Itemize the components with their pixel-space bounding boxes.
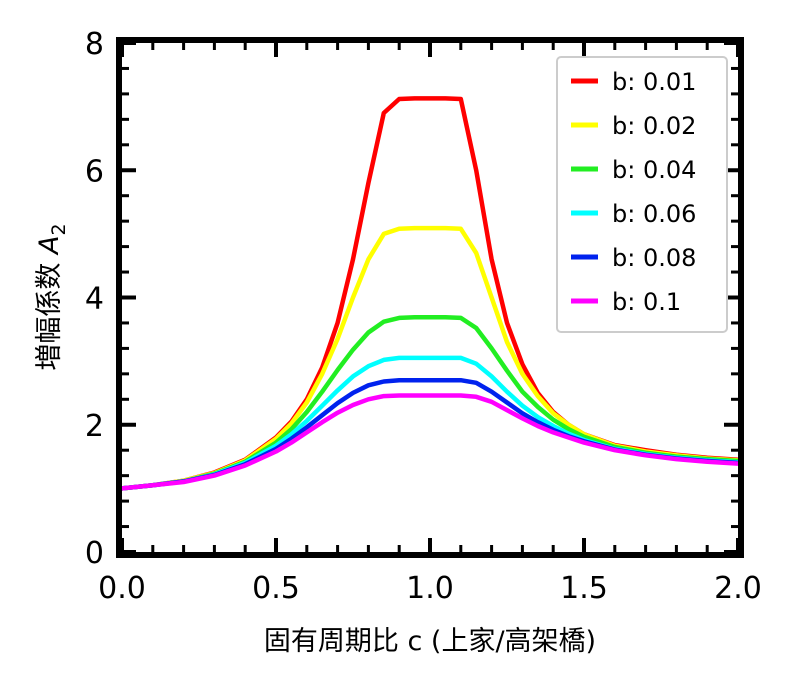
series-layer bbox=[119, 96, 741, 491]
x-tick-label: 1.5 bbox=[560, 571, 608, 606]
x-minor-ticks bbox=[151, 43, 709, 552]
y-tick-label: 0 bbox=[85, 536, 104, 571]
y-minor-ticks bbox=[122, 66, 738, 529]
series-line-5 bbox=[119, 393, 741, 491]
plot-frame bbox=[116, 37, 744, 558]
legend-label-0: b: 0.01 bbox=[612, 68, 696, 96]
y-axis-label-sub: 2 bbox=[48, 223, 70, 235]
x-tick-label: 0.0 bbox=[98, 571, 146, 606]
legend-label-1: b: 0.02 bbox=[612, 112, 696, 140]
x-tick-label: 0.5 bbox=[252, 571, 300, 606]
x-tick-label: 1.0 bbox=[406, 571, 454, 606]
legend-label-3: b: 0.06 bbox=[612, 200, 696, 228]
y-tick-label: 8 bbox=[85, 27, 104, 62]
legend-box bbox=[556, 56, 728, 333]
y-tick-label: 2 bbox=[85, 409, 104, 444]
y-axis-label-var: A bbox=[34, 236, 65, 256]
x-axis-label: 固有周期比 c (上家/高架橋) bbox=[264, 626, 596, 657]
legend-label-5: b: 0.1 bbox=[612, 288, 681, 316]
legend: b: 0.01 b: 0.02 b: 0.04 b: 0.06 b: 0.08 b: 0.… bbox=[556, 56, 728, 333]
series-line-2 bbox=[119, 314, 741, 491]
x-tick-label: 2.0 bbox=[714, 571, 762, 606]
legend-label-2: b: 0.04 bbox=[612, 156, 696, 184]
legend-label-4: b: 0.08 bbox=[612, 244, 696, 272]
tick-labels: 0.0 0.5 1.0 1.5 2.0 0 2 4 6 8 bbox=[85, 27, 762, 606]
series-line-3 bbox=[119, 355, 741, 491]
y-axis-label: 増幅係数 A2 bbox=[34, 223, 70, 370]
y-tick-label: 6 bbox=[85, 154, 104, 189]
y-tick-label: 4 bbox=[85, 282, 104, 317]
y-axis-label-prefix: 増幅係数 bbox=[34, 254, 65, 371]
